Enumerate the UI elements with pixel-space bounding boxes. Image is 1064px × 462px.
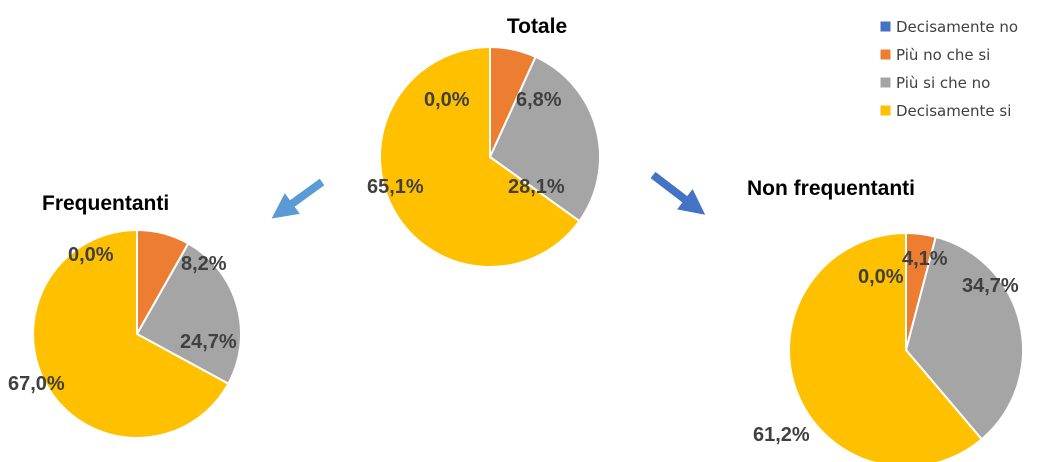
pie-totale [379, 45, 601, 268]
legend-swatch-decisamente-no [879, 20, 892, 33]
label-frequentanti-piu-si-che-no: 24,7% [180, 331, 237, 353]
label-frequentanti-piu-no-che-si: 8,2% [181, 253, 227, 275]
chart-title-totale: Totale [507, 15, 567, 38]
legend-swatch-piu-si-che-no [879, 76, 892, 89]
legend-label-decisamente-si: Decisamente si [896, 102, 1011, 120]
arrow-to-non-frequentanti [650, 171, 706, 215]
label-frequentanti-decisamente-si: 67,0% [8, 373, 65, 395]
pie-frequentanti [32, 228, 242, 439]
legend-label-piu-no-che-si: Più no che si [896, 46, 990, 64]
legend-label-decisamente-no: Decisamente no [896, 18, 1018, 36]
legend: Decisamente no Più no che si Più si che … [879, 18, 1018, 120]
slice-non-frequentanti-piu-si-che-no [904, 235, 1024, 441]
arrow-to-frequentanti [271, 178, 325, 219]
label-non-frequentanti-piu-si-che-no: 34,7% [962, 275, 1019, 297]
pie-non-frequentanti [788, 231, 1024, 462]
slice-totale-piu-si-che-no [488, 55, 601, 223]
slice-non-frequentanti-decisamente-si [788, 231, 984, 462]
legend-swatch-piu-no-che-si [879, 48, 892, 61]
legend-label-piu-si-che-no: Più si che no [896, 74, 990, 92]
label-totale-piu-no-che-si: 6,8% [516, 89, 562, 111]
label-totale-piu-si-che-no: 28,1% [508, 176, 565, 198]
label-non-frequentanti-piu-no-che-si: 4,1% [902, 248, 948, 270]
slice-totale-decisamente-si [379, 45, 581, 268]
label-totale-decisamente-si: 65,1% [367, 176, 424, 198]
label-frequentanti-decisamente-no: 0,0% [68, 244, 114, 266]
label-non-frequentanti-decisamente-si: 61,2% [753, 424, 810, 446]
chart-title-frequentanti: Frequentanti [42, 192, 169, 215]
slice-frequentanti-piu-si-che-no [135, 242, 242, 386]
chart-title-non-frequentanti: Non frequentanti [747, 177, 915, 200]
slice-frequentanti-decisamente-si [32, 228, 230, 439]
label-totale-decisamente-no: 0,0% [424, 89, 470, 111]
label-non-frequentanti-decisamente-no: 0,0% [858, 266, 904, 288]
legend-swatch-decisamente-si [879, 104, 892, 117]
